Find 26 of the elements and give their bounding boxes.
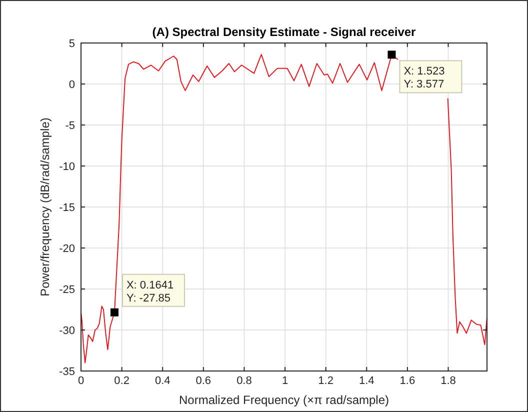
x-tick-label: 0.4	[154, 375, 170, 387]
x-axis-title: Normalized Frequency (×π rad/sample)	[178, 393, 390, 407]
x-tick-label: 1.4	[358, 375, 374, 387]
x-tick-label: 0	[78, 375, 84, 387]
x-tick-label: 0.8	[236, 375, 252, 387]
y-tick-label: 0	[68, 79, 75, 91]
x-tick-label: 1	[282, 375, 288, 387]
y-tick-label: -35	[59, 366, 75, 378]
x-tick-label: 0.2	[114, 375, 130, 387]
y-tick-label: -5	[65, 120, 75, 132]
x-tick-label: 0.6	[196, 375, 212, 387]
y-tick-label: -25	[59, 284, 75, 296]
y-tick-label: -15	[59, 202, 75, 214]
y-tick-label: -20	[59, 243, 75, 255]
x-tick-label: 1.8	[440, 375, 456, 387]
y-axis-title: Power/frequency (dB/rad/sample)	[38, 118, 52, 296]
annotation: X: 1.523 Y: 3.577	[404, 66, 445, 91]
x-tick-label: 1.2	[318, 375, 334, 387]
datatip: X: 0.1641 Y: -27.85	[110, 274, 185, 316]
x-tick-label: 1.6	[400, 375, 416, 387]
y-tick-label: -30	[59, 325, 75, 337]
y-tick-label: 5	[68, 38, 75, 50]
annotation: X: 0.1641 Y: -27.85	[126, 279, 174, 304]
y-tick-label: -10	[59, 161, 75, 173]
datatip: X: 1.523 Y: 3.577	[388, 50, 462, 94]
chart-title: (A) Spectral Density Estimate - Signal receiver	[152, 25, 416, 39]
